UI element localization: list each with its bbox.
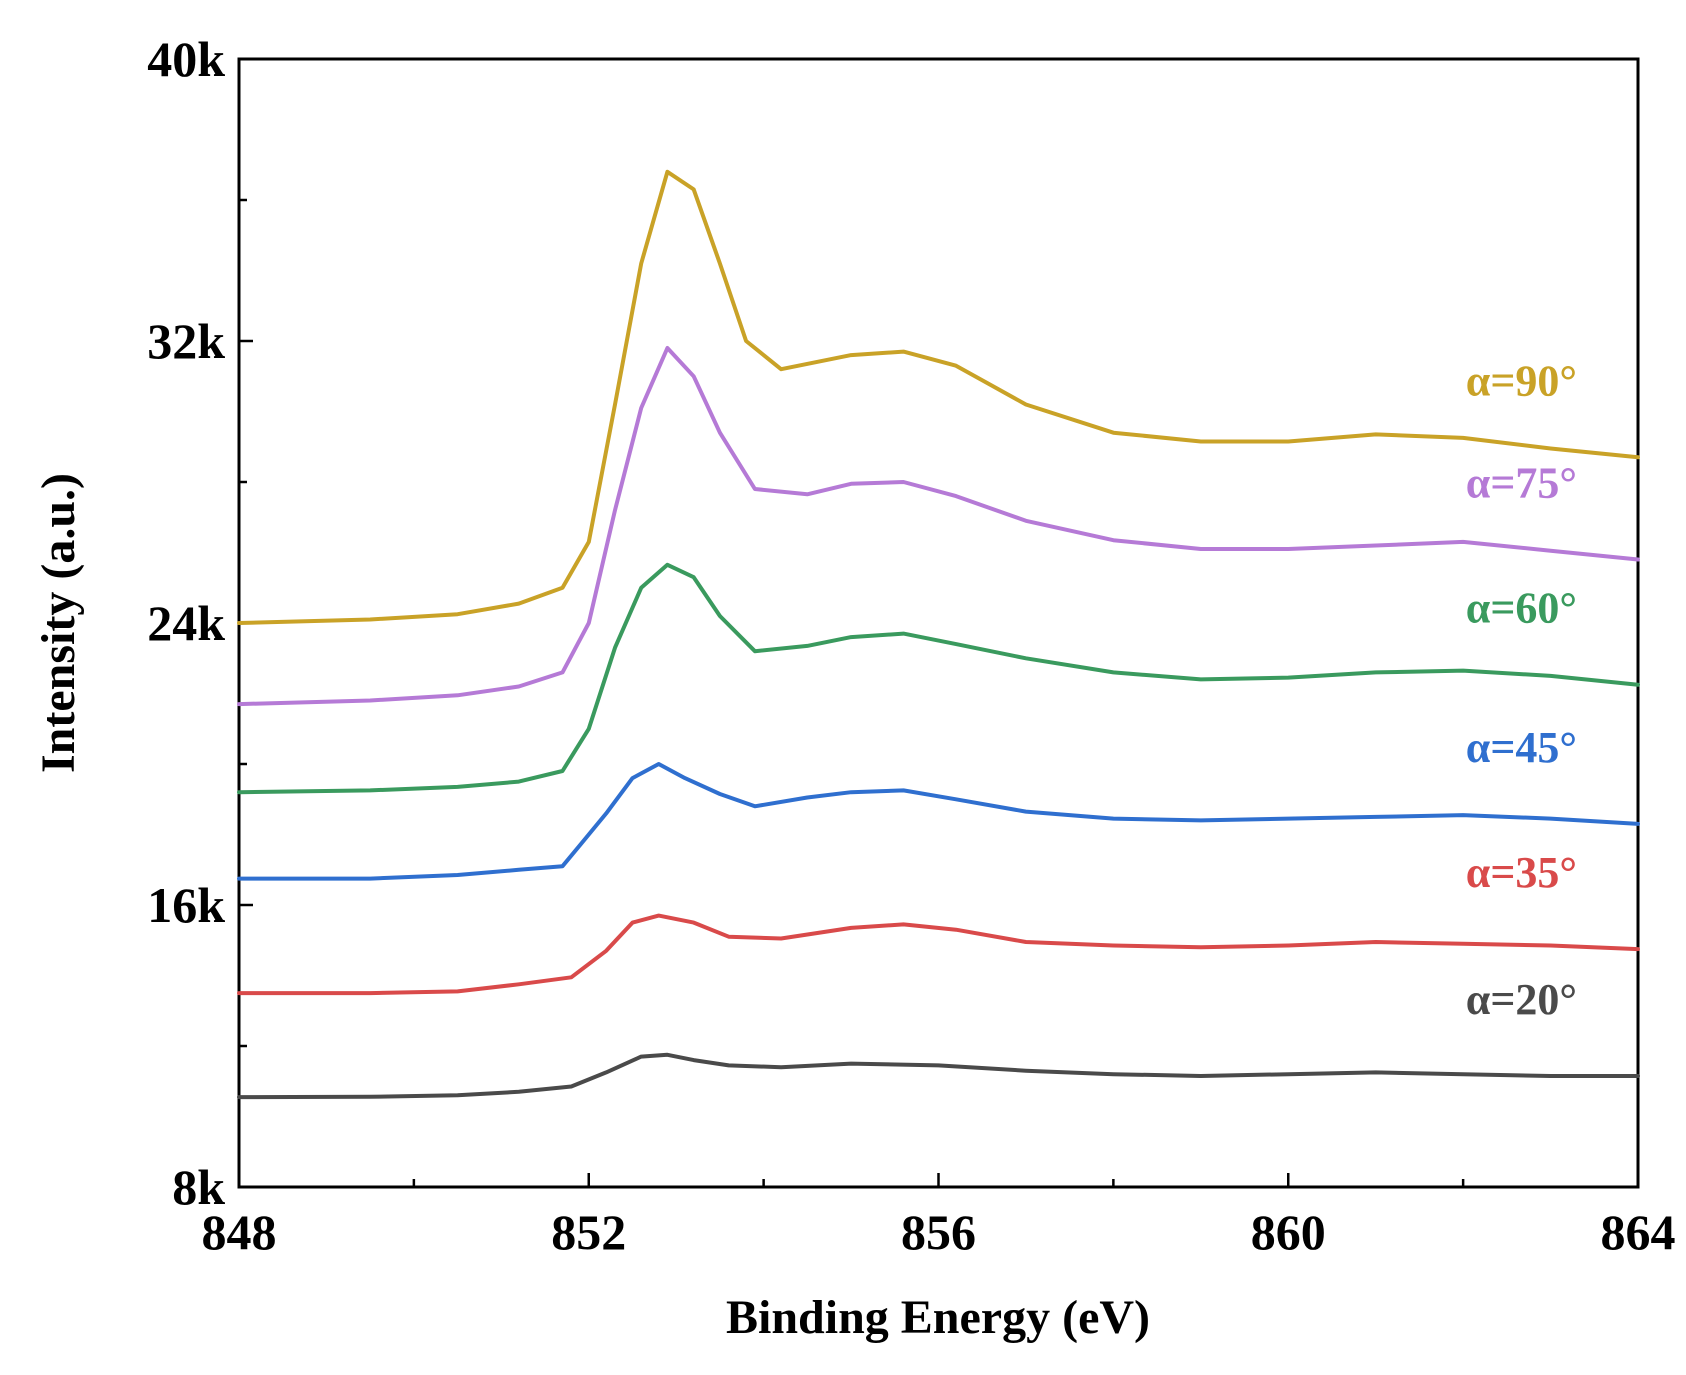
x-tick-label: 864 (1601, 1204, 1676, 1260)
x-axis-title: Binding Energy (eV) (726, 1291, 1150, 1344)
y-tick-label: 16k (147, 877, 225, 933)
series-label-4: α=60° (1466, 584, 1577, 633)
y-tick-label: 40k (147, 31, 225, 87)
x-tick-label: 852 (551, 1204, 626, 1260)
series-label-1: α=20° (1466, 975, 1577, 1024)
series-label-5: α=75° (1466, 459, 1577, 508)
series-line-4 (237, 562, 1640, 795)
y-tick-label: 32k (147, 313, 225, 369)
series-line-1 (237, 1052, 1640, 1100)
y-axis-title: Intensity (a.u.) (32, 473, 85, 773)
x-tick-label: 856 (901, 1204, 976, 1260)
series-label-2: α=35° (1466, 848, 1577, 897)
tick-labels: 848 852 856 860 864 8k 16k 24k 32k 40k (147, 31, 1675, 1260)
x-tick-label: 860 (1251, 1204, 1326, 1260)
series-line-5 (237, 346, 1640, 707)
series-line-3 (237, 762, 1640, 881)
axis-ticks (237, 57, 1640, 1189)
series-lines (237, 169, 1640, 1100)
series-label-6: α=90° (1466, 356, 1577, 405)
series-line-2 (237, 913, 1640, 996)
y-tick-label: 24k (147, 595, 225, 651)
y-tick-label: 8k (172, 1159, 225, 1215)
series-line-6 (237, 169, 1640, 625)
series-labels: α=20° α=35° α=45° α=60° α=75° α=90° (1466, 356, 1577, 1024)
x-tick-label: 848 (202, 1204, 277, 1260)
plot-frame (237, 57, 1640, 1189)
series-label-3: α=45° (1466, 723, 1577, 772)
